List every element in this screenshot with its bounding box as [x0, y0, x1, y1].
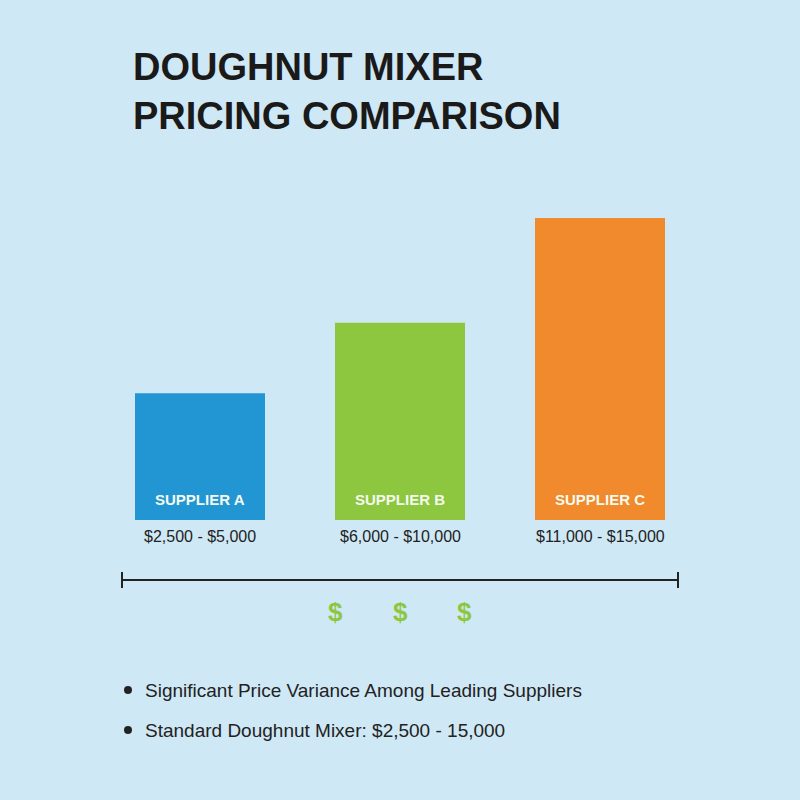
svg-text:$11,000 - $15,000: $11,000 - $15,000: [536, 528, 665, 545]
svg-text:$: $: [457, 597, 472, 627]
svg-text:$6,000 - $10,000: $6,000 - $10,000: [340, 528, 461, 545]
svg-text:$2,500 - $5,000: $2,500 - $5,000: [144, 528, 256, 545]
svg-text:$: $: [328, 597, 343, 627]
svg-text:Standard Doughnut Mixer: $2,50: Standard Doughnut Mixer: $2,500 - 15,000: [145, 720, 505, 741]
svg-text:SUPPLIER B: SUPPLIER B: [355, 491, 445, 508]
svg-text:SUPPLIER A: SUPPLIER A: [155, 491, 245, 508]
svg-text:$: $: [393, 597, 408, 627]
svg-text:Significant Price Variance Amo: Significant Price Variance Among Leading…: [145, 680, 582, 701]
svg-text:DOUGHNUT MIXERPRICING COMPARIS: DOUGHNUT MIXERPRICING COMPARISON: [133, 46, 561, 137]
svg-text:SUPPLIER C: SUPPLIER C: [555, 491, 645, 508]
